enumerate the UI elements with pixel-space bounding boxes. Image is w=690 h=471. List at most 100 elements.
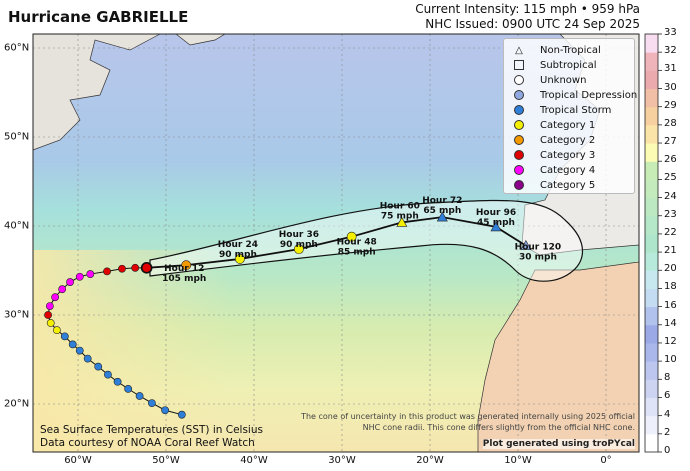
lat-label: 60°N <box>4 42 30 54</box>
colorbar-tick-label: 2 <box>664 426 671 438</box>
legend-label: Tropical Depression <box>540 89 638 101</box>
colorbar-tick-label: 18 <box>664 281 677 293</box>
forecast-wind-label: 45 mph <box>477 218 515 228</box>
past-track-point <box>75 346 84 355</box>
circle-icon <box>510 90 528 100</box>
past-track-point <box>103 267 111 276</box>
past-track-point <box>177 410 186 419</box>
colorbar-segment <box>645 233 658 253</box>
current-intensity: Current Intensity: 115 mph • 959 hPa <box>415 2 640 16</box>
past-track-point <box>94 362 103 371</box>
colorbar-tick-label: 20 <box>664 263 677 275</box>
legend-item: Subtropical <box>510 58 597 72</box>
forecast-point <box>181 260 192 271</box>
forecast-hour-label: Hour 72 <box>422 196 462 206</box>
cone-note-line-1: The cone of uncertainty in this product … <box>301 412 635 421</box>
lon-label: 30°W <box>328 455 356 466</box>
forecast-point-triangle <box>396 216 408 227</box>
forecast-point-triangle <box>520 239 532 250</box>
colorbar-tick-label: 29 <box>664 99 677 111</box>
colorbar-segment <box>645 161 658 180</box>
colorbar-tick-label: 25 <box>664 172 677 184</box>
map-frame <box>32 33 640 453</box>
forecast-wind-label: 90 mph <box>219 250 257 260</box>
past-track-point <box>66 278 74 286</box>
past-track-point <box>45 302 54 310</box>
current-position-marker <box>140 262 153 274</box>
lon-label: 0° <box>600 455 612 466</box>
intensity-info: Current Intensity: 115 mph • 959 hPa NHC… <box>415 2 640 32</box>
past-track-point <box>58 285 67 294</box>
forecast-wind-label: 85 mph <box>338 248 376 258</box>
colorbar-tick-label: 33 <box>664 27 677 38</box>
legend-item: Tropical Storm <box>510 103 611 117</box>
forecast-wind-label: 75 mph <box>381 211 419 221</box>
legend-label: Category 3 <box>540 149 596 161</box>
colorbar-tick-label: 23 <box>664 208 677 220</box>
past-track-point <box>51 293 60 302</box>
legend-label: Category 5 <box>540 179 596 191</box>
square-icon <box>510 60 528 70</box>
forecast-point-triangle <box>436 211 448 222</box>
past-track-point <box>60 332 69 341</box>
past-track-point <box>75 272 84 281</box>
lon-label: 20°W <box>416 455 444 466</box>
cone-note-line-2: NHC cone radii. This cone differs slight… <box>362 423 635 432</box>
colorbar-segment <box>645 179 658 199</box>
circle-icon <box>510 75 528 85</box>
forecast-hour-label: Hour 36 <box>279 230 319 240</box>
colorbar-tick-label: 0 <box>664 445 671 456</box>
land-north-america <box>32 33 161 151</box>
forecast-hour-label: Hour 12 <box>164 264 204 274</box>
triangle-icon: △ <box>515 44 523 56</box>
colorbar-tick-label: 8 <box>664 372 671 384</box>
legend-label: Subtropical <box>540 59 597 71</box>
past-track-points <box>44 262 186 419</box>
circle-icon <box>510 135 528 145</box>
colorbar-segment <box>645 70 658 90</box>
forecast-hour-label: Hour 48 <box>337 238 377 248</box>
sst-caption-line-1: Sea Surface Temperatures (SST) in Celsiu… <box>40 424 263 436</box>
past-track-point <box>124 384 133 393</box>
legend-item: △ Non-Tropical <box>510 43 601 57</box>
past-track-point <box>131 263 140 272</box>
sst-colorbar <box>644 33 662 453</box>
forecast-point <box>346 231 357 242</box>
colorbar-tick-label: 10 <box>664 354 677 366</box>
credit: Plot generated using troPYcal <box>482 439 635 449</box>
colorbar-segment <box>645 361 658 380</box>
colorbar-segment <box>645 197 658 217</box>
forecast-point <box>293 244 304 255</box>
past-track-point <box>46 319 55 327</box>
sst-caption-line-2: Data courtesy of NOAA Coral Reef Watch <box>40 437 255 449</box>
colorbar-tick-label: 27 <box>664 136 677 148</box>
past-track-point <box>52 326 61 335</box>
forecast-hour-label: Hour 96 <box>476 208 516 218</box>
forecast-hour-label: Hour 60 <box>380 201 420 211</box>
past-track-point <box>118 264 126 273</box>
lon-label: 50°W <box>152 455 180 466</box>
past-track-point <box>148 399 156 408</box>
past-track-point <box>86 270 95 278</box>
colorbar-segment <box>645 52 658 71</box>
legend-label: Non-Tropical <box>540 44 601 56</box>
colorbar-segment <box>645 143 658 162</box>
past-track-point <box>104 370 112 379</box>
past-track-point <box>113 377 122 386</box>
colorbar-tick-label: 24 <box>664 190 677 202</box>
past-track-point <box>44 311 52 319</box>
circle-icon <box>510 165 528 175</box>
forecast-point <box>235 254 245 264</box>
colorbar-segment <box>645 88 658 108</box>
past-track-point <box>135 392 144 400</box>
colorbar-tick-label: 16 <box>664 299 677 311</box>
colorbar-tick-label: 32 <box>664 45 677 57</box>
forecast-point-triangle <box>490 221 502 232</box>
legend-item: Category 2 <box>510 133 595 147</box>
legend-item: Category 5 <box>510 178 595 192</box>
legend-label: Category 1 <box>540 119 596 131</box>
colorbar-segment <box>645 433 658 453</box>
past-track-point <box>161 406 170 415</box>
